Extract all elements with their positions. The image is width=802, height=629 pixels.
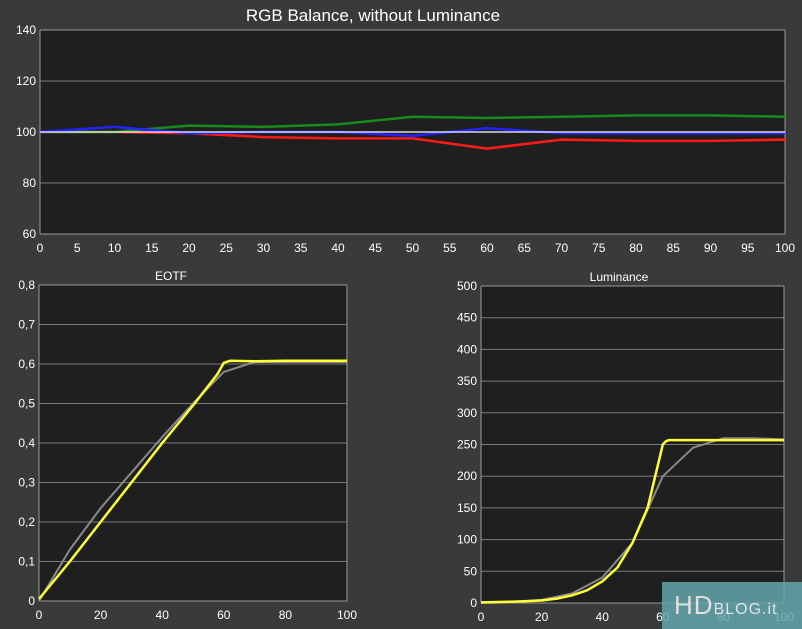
x-tick-label: 0 — [478, 610, 485, 624]
y-tick-label: 0,4 — [18, 436, 35, 450]
y-tick-label: 120 — [16, 74, 36, 88]
y-tick-label: 150 — [457, 501, 477, 515]
x-tick-label: 60 — [480, 241, 494, 255]
y-tick-label: 200 — [457, 469, 477, 483]
x-tick-label: 30 — [257, 241, 271, 255]
rgb-balance-title: RGB Balance, without Luminance — [246, 6, 500, 25]
x-tick-label: 10 — [108, 241, 122, 255]
y-tick-label: 0 — [470, 596, 477, 610]
x-tick-label: 20 — [535, 610, 549, 624]
x-tick-label: 0 — [37, 241, 44, 255]
x-tick-label: 55 — [443, 241, 457, 255]
y-tick-label: 0,6 — [18, 357, 35, 371]
y-tick-label: 100 — [16, 125, 36, 139]
y-tick-label: 350 — [457, 374, 477, 388]
x-tick-label: 95 — [741, 241, 755, 255]
y-tick-label: 0 — [28, 594, 35, 608]
x-tick-label: 20 — [182, 241, 196, 255]
x-tick-label: 25 — [220, 241, 234, 255]
x-tick-label: 65 — [518, 241, 532, 255]
y-tick-label: 100 — [457, 533, 477, 547]
x-tick-label: 90 — [704, 241, 718, 255]
eotf-title: EOTF — [155, 269, 187, 283]
x-tick-label: 45 — [369, 241, 383, 255]
x-tick-label: 80 — [279, 608, 293, 622]
x-tick-label: 70 — [555, 241, 569, 255]
x-tick-label: 40 — [156, 608, 170, 622]
x-tick-label: 80 — [629, 241, 643, 255]
y-tick-label: 500 — [457, 279, 477, 293]
series-line-1 — [480, 438, 784, 604]
y-tick-label: 0,2 — [18, 515, 35, 529]
x-tick-label: 15 — [145, 241, 159, 255]
x-tick-label: 75 — [592, 241, 606, 255]
series-line-0 — [40, 130, 786, 150]
y-tick-label: 50 — [464, 564, 478, 578]
series-line-2 — [39, 125, 785, 138]
watermark-logo: HDBLOG.it — [674, 590, 778, 620]
y-tick-label: 400 — [457, 342, 477, 356]
y-tick-label: 0,8 — [18, 278, 35, 292]
y-tick-label: 0,3 — [18, 476, 35, 490]
hdblog-watermark: HDBLOG.it — [662, 582, 802, 629]
y-tick-label: 250 — [457, 438, 477, 452]
x-tick-label: 35 — [294, 241, 308, 255]
x-tick-label: 100 — [775, 241, 795, 255]
y-tick-label: 300 — [457, 406, 477, 420]
rgb-balance-chart: 60 80 100 120 140 0 5 10 15 20 25 30 35 40 45 50 55 60 65 7… — [16, 23, 795, 255]
y-tick-label: 140 — [16, 23, 36, 37]
x-tick-label: 0 — [36, 608, 43, 622]
series-line-1 — [40, 114, 786, 134]
x-tick-label: 60 — [217, 608, 231, 622]
y-tick-label: 60 — [23, 227, 37, 241]
x-tick-label: 40 — [331, 241, 345, 255]
x-tick-label: 5 — [74, 241, 81, 255]
x-tick-label: 85 — [667, 241, 681, 255]
x-tick-label: 100 — [337, 608, 357, 622]
y-tick-label: 0,1 — [18, 555, 35, 569]
x-tick-label: 50 — [406, 241, 420, 255]
series-line-1 — [38, 359, 347, 600]
y-tick-label: 80 — [23, 176, 37, 190]
y-tick-label: 0,5 — [18, 397, 35, 411]
x-tick-label: 20 — [94, 608, 108, 622]
y-tick-label: 450 — [457, 311, 477, 325]
x-tick-label: 40 — [596, 610, 610, 624]
eotf-chart: 0 0,1 0,2 0,3 0,4 0,5 0,6 0,7 0,8 0 20 40 60 80 100 — [18, 278, 357, 622]
y-tick-label: 0,7 — [18, 318, 35, 332]
luminance-title: Luminance — [590, 270, 649, 284]
